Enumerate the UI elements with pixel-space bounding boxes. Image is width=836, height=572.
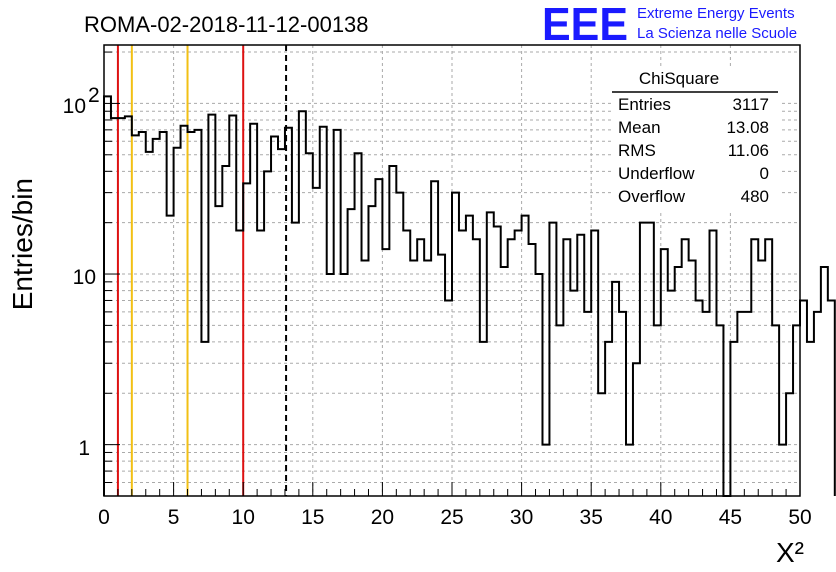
x-tick-label: 0 <box>98 506 110 529</box>
stats-label-rms: RMS <box>618 141 656 160</box>
stats-label-entries: Entries <box>618 95 671 114</box>
y-tick-label-10: 10 <box>73 266 96 289</box>
y-tick-label-1: 1 <box>78 437 90 460</box>
stats-label-mean: Mean <box>618 118 661 137</box>
y-axis-label: Entries/bin <box>7 178 38 310</box>
x-tick-label: 5 <box>168 506 180 529</box>
stats-label-overflow: Overflow <box>618 187 686 206</box>
eee-logo: EEE Extreme Energy Events La Scienza nel… <box>542 0 797 50</box>
stats-value-overflow: 480 <box>741 187 769 206</box>
logo-mark: EEE <box>542 0 628 50</box>
x-tick-label: 35 <box>580 506 603 529</box>
stats-box: ChiSquare Entries 3117 Mean 13.08 RMS 11… <box>612 66 782 212</box>
x-tick-label: 20 <box>371 506 394 529</box>
x-tick-label: 10 <box>232 506 255 529</box>
stats-label-underflow: Underflow <box>618 164 695 183</box>
chart-title: ROMA-02-2018-11-12-00138 <box>84 12 369 37</box>
x-tick-label: 40 <box>649 506 672 529</box>
stats-value-entries: 3117 <box>732 95 769 114</box>
axis-ticks <box>103 51 801 497</box>
x-tick-label: 15 <box>301 506 324 529</box>
stats-value-rms: 11.06 <box>728 141 769 160</box>
x-tick-label: 45 <box>719 506 742 529</box>
stats-value-underflow: 0 <box>760 164 769 183</box>
y-tick-label-100: 10 <box>63 95 86 118</box>
x-tick-label: 50 <box>788 506 811 529</box>
stats-title: ChiSquare <box>639 69 719 88</box>
x-tick-label: 30 <box>510 506 533 529</box>
x-tick-label: 25 <box>440 506 463 529</box>
y-tick-label-100-exponent: 2 <box>88 84 100 107</box>
histogram-outline <box>103 95 836 497</box>
x-tick-labels: 0 5 10 15 20 25 30 35 40 45 50 <box>98 506 812 529</box>
x-axis-label: X² <box>776 537 804 568</box>
stats-value-mean: 13.08 <box>726 118 769 137</box>
reference-lines <box>116 45 288 496</box>
logo-line-1: Extreme Energy Events <box>637 5 795 22</box>
logo-line-2: La Scienza nelle Scuole <box>637 25 797 42</box>
